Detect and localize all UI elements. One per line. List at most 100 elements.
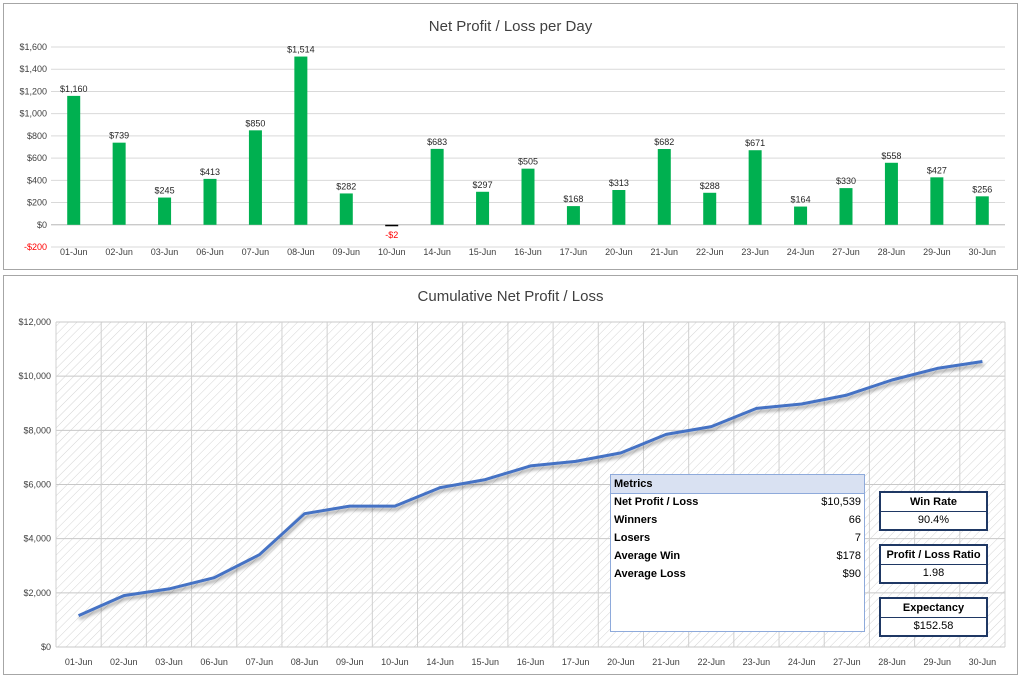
- y-tick-label: $800: [27, 131, 47, 141]
- x-tick-label: 29-Jun: [923, 247, 951, 257]
- bar-16-Jun: [521, 168, 535, 225]
- y-tick-label: $1,000: [19, 109, 47, 119]
- data-label: $282: [336, 181, 356, 191]
- bar-01-Jun: [67, 95, 81, 225]
- data-label: $427: [927, 165, 947, 175]
- x-tick-label: 07-Jun: [246, 657, 274, 667]
- y-tick-label: $0: [37, 220, 47, 230]
- data-label: -$2: [385, 230, 398, 240]
- x-tick-label: 09-Jun: [333, 247, 361, 257]
- x-tick-label: 23-Jun: [741, 247, 769, 257]
- metric-value: $10,539: [821, 496, 861, 508]
- data-label: $256: [972, 184, 992, 194]
- metric-label: Losers: [614, 532, 651, 544]
- bar-10-Jun: [385, 224, 399, 227]
- x-tick-label: 15-Jun: [472, 657, 500, 667]
- x-tick-label: 24-Jun: [788, 657, 816, 667]
- bar-09-Jun: [339, 193, 353, 225]
- bar-07-Jun: [248, 130, 262, 225]
- metric-label: Winners: [614, 514, 658, 526]
- y-tick-label: $4,000: [23, 534, 51, 544]
- metrics-row-average-loss: Average Loss $90: [611, 566, 864, 584]
- bar-17-Jun: [566, 206, 580, 225]
- bar-03-Jun: [158, 197, 172, 225]
- data-label: $288: [700, 181, 720, 191]
- y-tick-label: $8,000: [23, 425, 51, 435]
- data-label: $558: [881, 151, 901, 161]
- profit-loss-ratio-value: 1.98: [922, 567, 945, 579]
- y-tick-label: $1,600: [19, 42, 47, 52]
- expectancy-value: $152.58: [913, 620, 954, 632]
- x-tick-label: 17-Jun: [560, 247, 588, 257]
- x-tick-label: 16-Jun: [514, 247, 542, 257]
- data-label: $168: [563, 194, 583, 204]
- x-tick-label: 17-Jun: [562, 657, 590, 667]
- metrics-table: Metrics Net Profit / Loss $10,539 Winner…: [610, 474, 865, 632]
- data-label: $850: [245, 118, 265, 128]
- metrics-row-net-profit: Net Profit / Loss $10,539: [611, 494, 864, 512]
- data-label: $245: [155, 186, 175, 196]
- bar-24-Jun: [794, 206, 808, 225]
- win-rate-value: 90.4%: [917, 514, 950, 526]
- expectancy-card: Expectancy $152.58: [879, 597, 988, 637]
- x-tick-label: 02-Jun: [110, 657, 138, 667]
- metric-label: Average Win: [614, 550, 681, 562]
- x-tick-label: 29-Jun: [923, 657, 951, 667]
- bar-20-Jun: [612, 190, 626, 225]
- y-tick-label: $6,000: [23, 480, 51, 490]
- x-tick-label: 08-Jun: [287, 247, 315, 257]
- x-tick-label: 06-Jun: [200, 657, 228, 667]
- metric-value: $178: [836, 550, 861, 562]
- cumulative-chart-title: Cumulative Net Profit / Loss: [417, 288, 604, 305]
- x-tick-label: 22-Jun: [696, 247, 724, 257]
- bar-27-Jun: [839, 188, 853, 225]
- x-tick-label: 16-Jun: [517, 657, 545, 667]
- x-tick-label: 07-Jun: [242, 247, 270, 257]
- metrics-row-losers: Losers 7: [611, 530, 864, 548]
- x-tick-label: 10-Jun: [381, 657, 409, 667]
- bar-06-Jun: [203, 178, 217, 225]
- x-tick-label: 09-Jun: [336, 657, 364, 667]
- x-tick-label: 08-Jun: [291, 657, 319, 667]
- x-tick-label: 20-Jun: [605, 247, 633, 257]
- x-tick-label: 22-Jun: [697, 657, 725, 667]
- y-tick-label: $12,000: [18, 317, 51, 327]
- cumulative-line-chart: $12,000 $10,000 $8,000 $6,000 $4,000 $2,000 $0…: [18, 317, 1006, 667]
- y-tick-label: $2,000: [23, 588, 51, 598]
- data-label: $1,514: [287, 45, 315, 55]
- x-tick-label: 27-Jun: [833, 657, 861, 667]
- daily-chart-title: Net Profit / Loss per Day: [428, 18, 593, 35]
- x-tick-label: 14-Jun: [423, 247, 451, 257]
- bar-22-Jun: [703, 192, 717, 225]
- x-tick-label: 27-Jun: [832, 247, 860, 257]
- cumulative-profit-chart-panel: Cumulative Net Profit / Loss $12,000 $10,…: [3, 275, 1018, 675]
- y-tick-label: $600: [27, 153, 47, 163]
- x-tick-label: 01-Jun: [65, 657, 93, 667]
- x-tick-label: 24-Jun: [787, 247, 815, 257]
- y-tick-label: $1,400: [19, 64, 47, 74]
- x-tick-label: 28-Jun: [878, 247, 906, 257]
- metrics-row-average-win: Average Win $178: [611, 548, 864, 566]
- data-label: $1,160: [60, 84, 88, 94]
- x-tick-label: 21-Jun: [652, 657, 680, 667]
- bar-08-Jun: [294, 56, 308, 225]
- daily-profit-chart-panel: Net Profit / Loss per Day $1,600 $1,400 $1…: [3, 3, 1018, 270]
- x-tick-label: 03-Jun: [151, 247, 179, 257]
- bar-15-Jun: [476, 191, 490, 225]
- data-label: $297: [473, 180, 493, 190]
- metrics-row-winners: Winners 66: [611, 512, 864, 530]
- win-rate-card: Win Rate 90.4%: [879, 491, 988, 531]
- profit-loss-ratio-title: Profit / Loss Ratio: [881, 546, 986, 565]
- x-tick-label: 10-Jun: [378, 247, 406, 257]
- y-tick-label: $1,200: [19, 86, 47, 96]
- y-tick-label: $0: [41, 642, 51, 652]
- profit-loss-ratio-card: Profit / Loss Ratio 1.98: [879, 544, 988, 584]
- y-tick-label: $10,000: [18, 371, 51, 381]
- data-label: $739: [109, 131, 129, 141]
- data-label: $671: [745, 138, 765, 148]
- metric-value: 7: [854, 532, 861, 544]
- metric-value: $90: [842, 568, 861, 580]
- x-tick-label: 28-Jun: [878, 657, 906, 667]
- expectancy-title: Expectancy: [881, 599, 986, 618]
- y-tick-label: $200: [27, 198, 47, 208]
